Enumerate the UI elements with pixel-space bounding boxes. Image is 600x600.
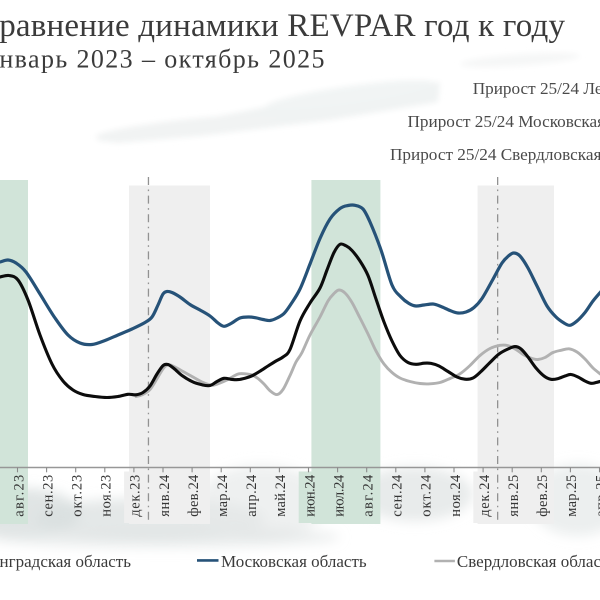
- svg-text:сен.23: сен.23: [40, 475, 56, 517]
- svg-text:дек.24: дек.24: [477, 474, 493, 517]
- svg-text:Прирост 25/24 Свердловская обл: Прирост 25/24 Свердловская область: [390, 145, 600, 164]
- svg-text:янв.25: янв.25: [506, 475, 522, 517]
- svg-text:Свердловская область: Свердловская область: [457, 552, 600, 571]
- svg-text:май.24: май.24: [273, 474, 289, 517]
- svg-text:янв.24: янв.24: [157, 474, 173, 517]
- svg-text:фев.24: фев.24: [186, 474, 202, 517]
- svg-text:январь 2023 – октябрь 2025: январь 2023 – октябрь 2025: [0, 44, 325, 73]
- svg-text:апр.24: апр.24: [244, 474, 260, 517]
- svg-text:дек.23: дек.23: [128, 475, 144, 517]
- svg-text:авг.23: авг.23: [11, 475, 27, 517]
- svg-text:июл.24: июл.24: [331, 474, 347, 517]
- svg-text:окт.23: окт.23: [70, 475, 86, 517]
- svg-text:авг.24: авг.24: [361, 474, 377, 517]
- svg-text:окт.24: окт.24: [419, 474, 435, 517]
- svg-text:июн.24: июн.24: [302, 474, 318, 517]
- svg-text:Прирост 25/24 Ленинградская об: Прирост 25/24 Ленинградская область: [473, 79, 600, 98]
- svg-text:сен.24: сен.24: [390, 474, 406, 517]
- svg-text:мар.25: мар.25: [564, 475, 580, 517]
- svg-text:Московская область: Московская область: [221, 552, 367, 571]
- svg-text:Сравнение динамики REVPAR год: Сравнение динамики REVPAR год к году: [0, 8, 566, 44]
- svg-text:мар.24: мар.24: [215, 474, 231, 517]
- svg-text:Прирост 25/24 Московская облас: Прирост 25/24 Московская область: [408, 112, 600, 131]
- svg-text:Ленинградская область: Ленинградская область: [0, 552, 131, 571]
- svg-text:ноя.23: ноя.23: [99, 475, 115, 517]
- svg-text:апр.25: апр.25: [593, 475, 600, 517]
- svg-text:ноя.24: ноя.24: [448, 474, 464, 517]
- svg-text:фев.25: фев.25: [535, 475, 551, 517]
